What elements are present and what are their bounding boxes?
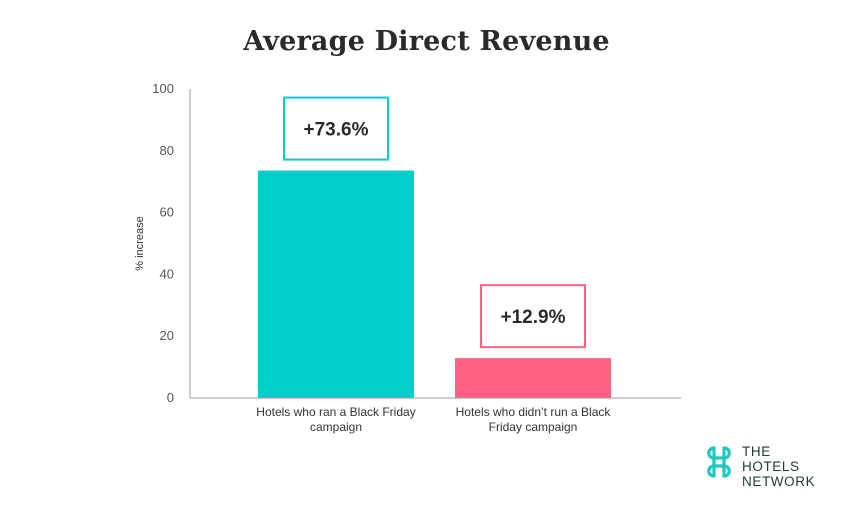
y-tick-label: 100: [152, 81, 174, 96]
y-tick-label: 40: [160, 266, 174, 281]
x-category-label-1: Hotels who ran a Black Friday campaign: [256, 405, 415, 434]
hotels-network-logo-icon: [707, 446, 731, 478]
company-logo: THE HOTELS NETWORK: [704, 444, 844, 490]
data-label-2: +12.9%: [501, 307, 566, 328]
logo-wordmark: THE HOTELS NETWORK: [742, 444, 815, 489]
logo-line-1: THE: [742, 444, 771, 459]
y-tick-label: 80: [160, 143, 174, 158]
logo-line-2: HOTELS: [742, 459, 800, 474]
logo-line-3: NETWORK: [742, 474, 816, 489]
y-axis-title: % increase: [134, 216, 146, 270]
y-tick-label: 0: [167, 390, 174, 405]
y-tick-label: 20: [160, 328, 174, 343]
chart-title: Average Direct Revenue: [243, 26, 610, 57]
bar-2: [455, 358, 611, 398]
x-category-label-2: Hotels who didn’t run a Black Friday camp…: [456, 405, 612, 434]
y-tick-label: 60: [160, 205, 174, 220]
data-label-box-1: [283, 96, 389, 161]
data-label-box-2: [480, 284, 586, 349]
bar-1: [258, 170, 414, 398]
data-label-1: +73.6%: [304, 120, 369, 141]
